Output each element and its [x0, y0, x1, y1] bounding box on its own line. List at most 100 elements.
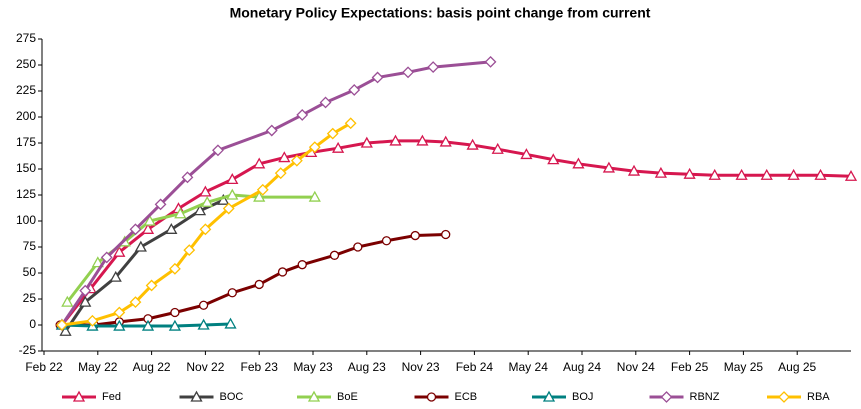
marker — [190, 390, 203, 402]
marker — [109, 270, 122, 282]
marker — [348, 84, 361, 96]
marker — [168, 319, 182, 331]
marker — [145, 279, 158, 292]
marker — [708, 168, 721, 180]
marker — [198, 300, 209, 310]
marker — [778, 391, 790, 403]
x-tick-label: Feb 23 — [241, 360, 279, 374]
marker — [602, 161, 616, 173]
legend-item: BoE — [297, 390, 358, 403]
marker — [381, 236, 392, 246]
legend-label: RBA — [807, 391, 830, 403]
marker — [402, 66, 414, 79]
legend-item: ECB — [414, 391, 478, 403]
marker — [165, 222, 178, 234]
marker — [141, 319, 155, 331]
marker — [199, 223, 212, 236]
legend-item: RBNZ — [649, 391, 720, 403]
marker — [197, 318, 210, 330]
x-tick-label: Aug 22 — [133, 360, 171, 374]
y-tick-label: 0 — [29, 317, 36, 331]
marker — [332, 141, 345, 153]
x-tick-label: Nov 23 — [402, 360, 440, 374]
y-tick-label: -25 — [19, 343, 37, 357]
marker — [72, 390, 86, 402]
marker — [256, 183, 269, 196]
x-tick-label: May 25 — [724, 360, 764, 374]
marker — [410, 230, 420, 241]
y-tick-label: 50 — [23, 265, 37, 279]
marker — [222, 202, 235, 215]
marker — [86, 314, 99, 327]
series-line — [60, 60, 491, 326]
y-tick-label: 275 — [16, 31, 36, 45]
marker — [319, 96, 332, 109]
marker — [441, 229, 451, 240]
marker — [814, 168, 827, 180]
marker — [290, 154, 303, 167]
marker — [199, 185, 212, 197]
x-tick-label: Aug 24 — [563, 360, 601, 374]
marker — [844, 169, 858, 181]
marker — [542, 390, 556, 402]
marker — [129, 296, 142, 309]
y-tick-label: 200 — [16, 109, 36, 123]
marker — [141, 222, 155, 234]
legend-label: BoE — [337, 391, 358, 403]
marker — [416, 134, 429, 146]
legend-label: Fed — [102, 391, 121, 403]
legend-item: Fed — [62, 390, 121, 403]
marker — [787, 168, 800, 180]
marker — [61, 295, 74, 307]
legend-label: ECB — [455, 391, 478, 403]
x-tick-label: May 22 — [78, 360, 118, 374]
marker — [344, 117, 357, 130]
marker — [226, 173, 239, 185]
marker — [329, 250, 340, 260]
marker — [735, 168, 748, 180]
marker — [201, 195, 214, 207]
y-tick-label: 25 — [23, 291, 37, 305]
x-tick-label: Nov 22 — [186, 360, 224, 374]
marker — [466, 138, 479, 150]
marker — [113, 319, 126, 331]
marker — [760, 168, 773, 180]
chart-title: Monetary Policy Expectations: basis poin… — [230, 5, 651, 21]
marker — [181, 171, 194, 184]
marker — [278, 151, 291, 163]
y-tick-label: 150 — [16, 161, 36, 175]
marker — [79, 284, 92, 297]
marker — [254, 279, 264, 290]
y-tick-label: 175 — [16, 135, 36, 149]
marker — [154, 198, 167, 211]
marker — [572, 157, 585, 169]
marker — [143, 214, 156, 226]
marker — [307, 390, 321, 402]
marker — [297, 260, 307, 270]
marker — [520, 148, 533, 160]
y-tick-label: 100 — [16, 213, 36, 227]
x-tick-label: Feb 22 — [25, 360, 63, 374]
marker — [212, 144, 224, 157]
marker — [683, 167, 696, 179]
marker — [308, 190, 321, 202]
x-tick-label: May 23 — [293, 360, 333, 374]
y-tick-label: 125 — [16, 187, 36, 201]
marker — [389, 134, 402, 146]
marker — [491, 142, 504, 154]
marker — [353, 242, 363, 252]
x-tick-label: Feb 25 — [671, 360, 709, 374]
marker — [226, 188, 239, 200]
marker — [296, 109, 309, 121]
marker — [360, 136, 373, 148]
marker — [654, 166, 668, 178]
y-tick-label: 250 — [16, 57, 36, 71]
marker — [547, 153, 560, 165]
marker — [113, 306, 126, 319]
legend-label: BOJ — [572, 391, 593, 403]
legend-item: RBA — [767, 391, 830, 403]
marker — [129, 223, 142, 236]
marker — [168, 262, 181, 275]
legend-item: BOJ — [532, 390, 593, 403]
